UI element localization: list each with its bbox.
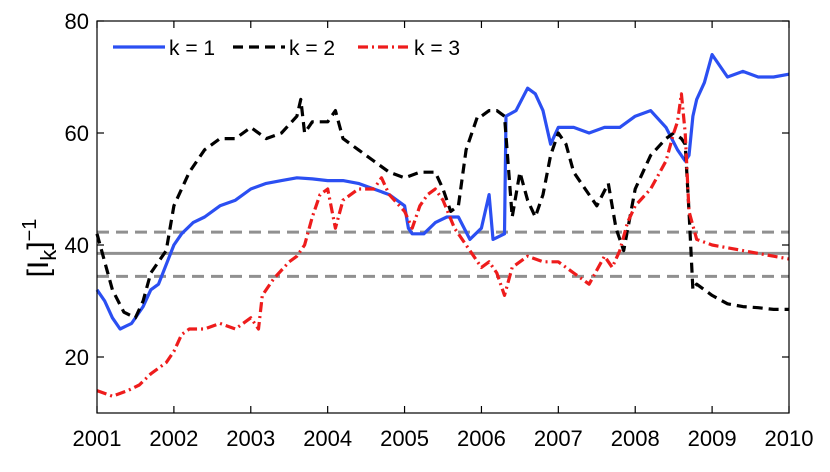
x-tick-label: 2004 (303, 426, 352, 451)
y-tick-label: 80 (65, 9, 89, 34)
series-line-k2 (95, 97, 789, 320)
y-axis-label-subscript: k (36, 249, 61, 261)
x-tick-label: 2007 (534, 426, 583, 451)
y-tick-label: 20 (65, 345, 89, 370)
y-axis-label: [Ik]−1 (19, 219, 61, 278)
y-tick-label: 40 (65, 233, 89, 258)
reference-lines (97, 230, 789, 278)
y-axis-label-main: [I (22, 261, 55, 278)
legend-label-k2: k = 2 (289, 37, 335, 60)
plot-frame (96, 20, 790, 414)
x-tick-label: 2005 (380, 426, 429, 451)
y-tick-labels: 20 40 60 80 (65, 9, 89, 370)
x-tick-label: 2006 (457, 426, 506, 451)
x-tick-label: 2010 (765, 426, 814, 451)
legend: k = 1 k = 2 k = 3 (113, 37, 460, 60)
x-tick-label: 2008 (611, 426, 660, 451)
axis-ticks (96, 20, 790, 413)
series-lines (95, 52, 790, 398)
x-tick-labels: 2001 2002 2003 2004 2005 2006 2007 2008 2009 2010 (73, 426, 814, 451)
y-axis-label-close: ] (22, 241, 55, 249)
x-tick-label: 2009 (688, 426, 737, 451)
legend-label-k3: k = 3 (414, 37, 460, 60)
series-line-k1 (95, 52, 790, 331)
x-tick-label: 2003 (226, 426, 275, 451)
y-tick-label: 60 (65, 121, 89, 146)
x-tick-label: 2001 (73, 426, 122, 451)
x-tick-label: 2002 (149, 426, 198, 451)
y-axis-label-superscript: −1 (19, 219, 41, 242)
legend-label-k1: k = 1 (169, 37, 215, 60)
series-line-k3 (96, 92, 790, 398)
